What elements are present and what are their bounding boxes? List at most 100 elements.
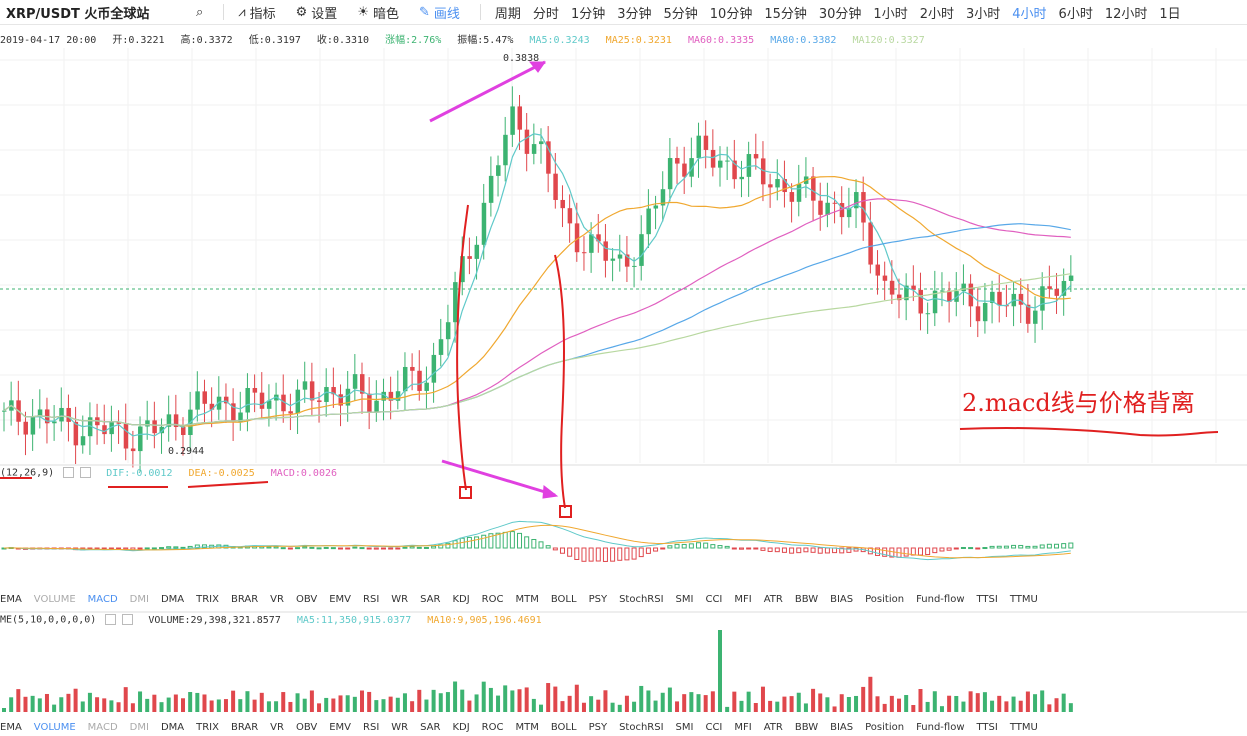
macd-bar (889, 547, 895, 558)
indicator-tab-brar[interactable]: BRAR (230, 594, 259, 605)
indicator-tab-bbw[interactable]: BBW (794, 722, 819, 733)
indicator-tab-psy[interactable]: PSY (588, 594, 608, 605)
close-box[interactable] (122, 614, 134, 625)
settings-button[interactable]: ⚙ 设置 (296, 3, 338, 22)
indicator-tab-mfi[interactable]: MFI (734, 722, 752, 733)
indicator-tab-trix[interactable]: TRIX (196, 594, 219, 605)
period-5[interactable]: 15分钟 (764, 6, 807, 22)
indicator-tab-emv[interactable]: EMV (329, 722, 352, 733)
indicator-tab-bias[interactable]: BIAS (830, 722, 854, 733)
indicator-tab-position[interactable]: Position (865, 594, 905, 605)
period-7[interactable]: 1小时 (873, 6, 908, 22)
indicator-tab-fund-flow[interactable]: Fund-flow (916, 722, 965, 733)
close-box[interactable] (80, 467, 92, 478)
indicator-tab-dma[interactable]: DMA (160, 722, 185, 733)
period-11[interactable]: 6小时 (1058, 6, 1093, 22)
indicator-tab-boll[interactable]: BOLL (550, 594, 577, 605)
indicator-tab-emv[interactable]: EMV (329, 594, 352, 605)
candle-body (796, 183, 802, 202)
indicator-tab-sar[interactable]: SAR (420, 594, 441, 605)
indicator-tab-ema[interactable]: EMA (0, 594, 22, 605)
indicator-tab-mfi[interactable]: MFI (734, 594, 752, 605)
candle-body (73, 421, 79, 446)
volume-bar (603, 690, 608, 712)
indicator-tab-ttmu[interactable]: TTMU (1009, 722, 1038, 733)
ma80-line (3, 223, 1071, 426)
indicator-tab-cci[interactable]: CCI (705, 594, 723, 605)
indicator-tab-atr[interactable]: ATR (763, 594, 783, 605)
indicator-tab-volume[interactable]: VOLUME (33, 722, 76, 733)
indicator-tab-macd[interactable]: MACD (87, 594, 118, 605)
search-button[interactable]: ⌕ (196, 5, 203, 20)
period-10[interactable]: 4小时 (1012, 6, 1047, 22)
macd-bar (151, 547, 157, 550)
volume-bar (546, 683, 551, 712)
indicator-tab-dma[interactable]: DMA (160, 594, 185, 605)
period-8[interactable]: 2小时 (919, 6, 954, 22)
period-4[interactable]: 10分钟 (709, 6, 753, 22)
indicator-tab-wr[interactable]: WR (391, 594, 409, 605)
indicator-tab-stochrsi[interactable]: StochRSI (619, 722, 664, 733)
indicator-tab-smi[interactable]: SMI (675, 722, 694, 733)
indicator-tab-brar[interactable]: BRAR (230, 722, 259, 733)
indicator-tab-fund-flow[interactable]: Fund-flow (916, 594, 965, 605)
indicator-tab-vr[interactable]: VR (270, 722, 284, 733)
indicator-tab-mtm[interactable]: MTM (515, 594, 539, 605)
indicator-tab-roc[interactable]: ROC (481, 722, 504, 733)
indicator-tab-sar[interactable]: SAR (420, 722, 441, 733)
indicator-tab-obv[interactable]: OBV (295, 594, 318, 605)
macd-bar (538, 541, 544, 549)
candle-body (775, 179, 780, 188)
theme-button[interactable]: ☀ 暗色 (357, 3, 399, 22)
indicator-tab-atr[interactable]: ATR (763, 722, 783, 733)
indicator-tab-dmi[interactable]: DMI (129, 722, 149, 733)
volume-bar (990, 700, 995, 712)
period-0[interactable]: 分时 (532, 6, 559, 22)
indicator-tab-ema[interactable]: EMA (0, 722, 22, 733)
candle-body (975, 306, 981, 322)
draw-button[interactable]: ✎ 画线 (419, 3, 460, 22)
period-6[interactable]: 30分钟 (818, 6, 862, 22)
indicator-tab-obv[interactable]: OBV (295, 722, 318, 733)
indicator-tab-vr[interactable]: VR (270, 594, 284, 605)
indicator-tab-boll[interactable]: BOLL (550, 722, 577, 733)
indicator-tab-dmi[interactable]: DMI (129, 594, 149, 605)
indicator-tab-ttmu[interactable]: TTMU (1009, 594, 1038, 605)
volume-bar (768, 700, 773, 712)
toggle-box[interactable] (63, 467, 75, 478)
period-9[interactable]: 3小时 (965, 6, 1001, 22)
indicator-tab-psy[interactable]: PSY (588, 722, 608, 733)
indicator-tab-position[interactable]: Position (865, 722, 905, 733)
period-2[interactable]: 3分钟 (617, 6, 652, 22)
indicator-tab-mtm[interactable]: MTM (515, 722, 539, 733)
volume-bar (531, 698, 536, 712)
volume-bar (624, 695, 629, 712)
indicator-tab-rsi[interactable]: RSI (363, 722, 380, 733)
indicator-tab-ttsi[interactable]: TTSI (976, 594, 998, 605)
indicator-tab-bias[interactable]: BIAS (830, 594, 854, 605)
candle-body (474, 244, 480, 259)
indicator-tab-stochrsi[interactable]: StochRSI (619, 594, 664, 605)
candle-body (395, 391, 401, 401)
candle-body (531, 144, 537, 154)
indicator-tab-smi[interactable]: SMI (675, 594, 694, 605)
indicator-tab-trix[interactable]: TRIX (196, 722, 219, 733)
indicator-tab-macd[interactable]: MACD (87, 722, 118, 733)
period-13[interactable]: 1日 (1159, 6, 1181, 22)
indicator-tab-bbw[interactable]: BBW (794, 594, 819, 605)
period-12[interactable]: 12小时 (1104, 6, 1148, 22)
toggle-box[interactable] (105, 614, 117, 625)
indicator-tab-rsi[interactable]: RSI (363, 594, 380, 605)
indicator-tab-ttsi[interactable]: TTSI (976, 722, 998, 733)
indicator-tab-kdj[interactable]: KDJ (452, 594, 470, 605)
candle-body (560, 199, 565, 209)
indicators-button[interactable]: ⩘ 指标 (238, 3, 275, 22)
indicator-tab-cci[interactable]: CCI (705, 722, 723, 733)
indicator-tab-wr[interactable]: WR (391, 722, 409, 733)
indicator-tab-volume[interactable]: VOLUME (33, 594, 76, 605)
period-3[interactable]: 5分钟 (663, 6, 698, 22)
period-1[interactable]: 1分钟 (570, 6, 606, 22)
indicator-tab-roc[interactable]: ROC (481, 594, 504, 605)
indicator-tab-kdj[interactable]: KDJ (452, 722, 470, 733)
